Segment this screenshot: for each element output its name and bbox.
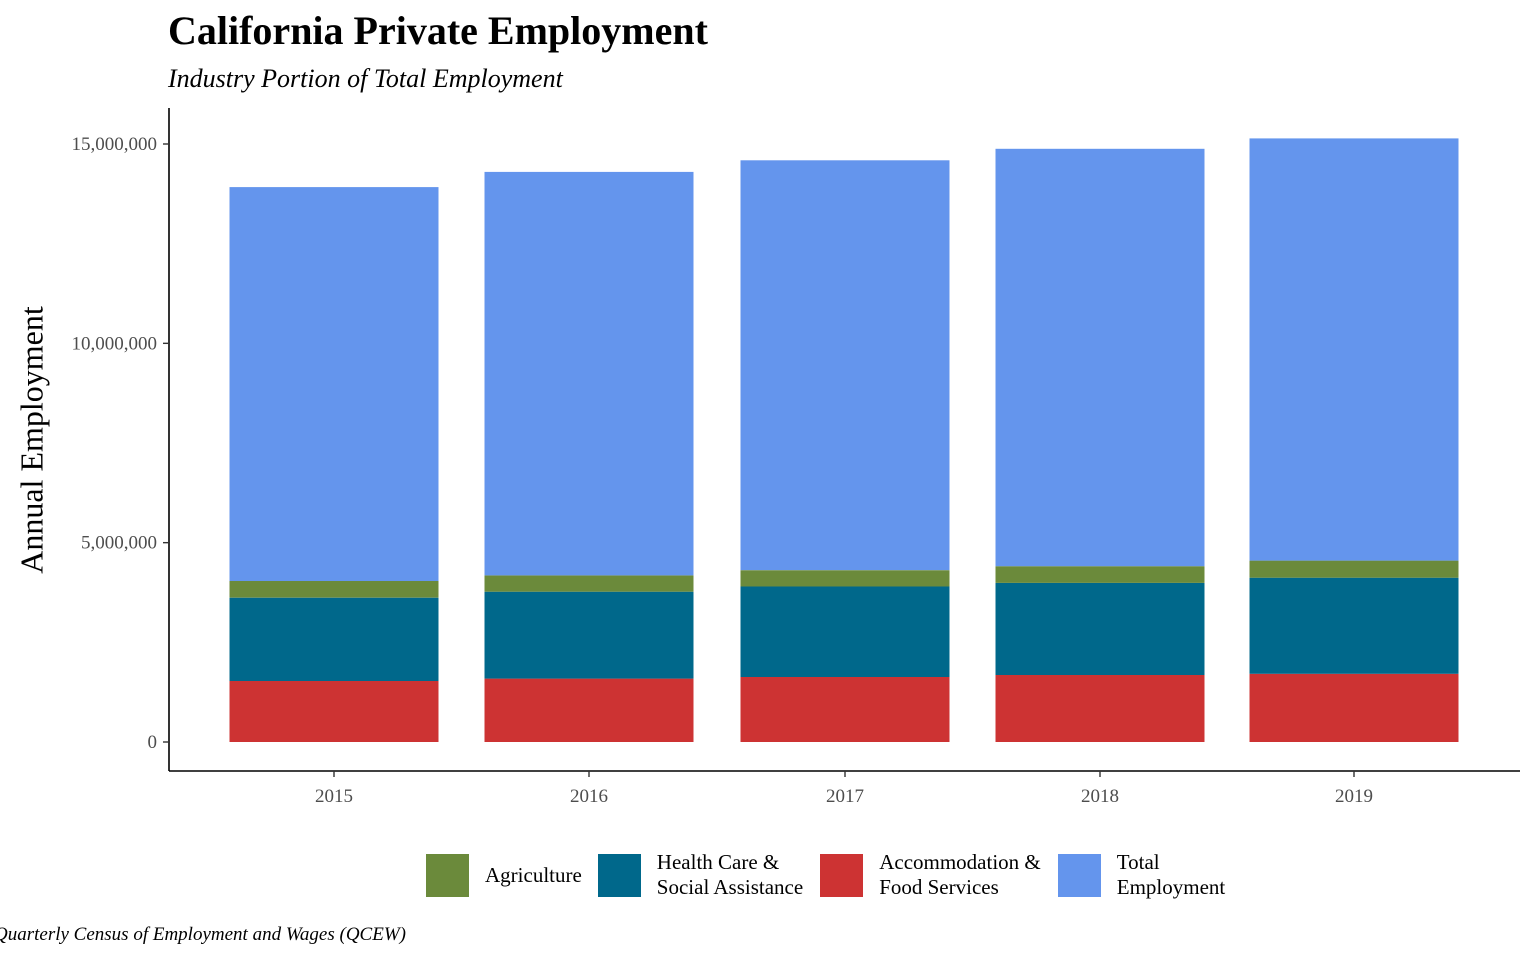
y-tick-label: 10,000,000 (72, 333, 158, 354)
bar-total-2019 (1249, 138, 1459, 561)
x-tick-label: 2019 (1335, 786, 1373, 807)
legend: Agriculture Health Care & Social Assistan… (426, 850, 1225, 900)
bar-accommodation-2017 (740, 677, 950, 742)
legend-item-accommodation: Accommodation & Food Services (820, 850, 1041, 900)
y-tick-label: 0 (148, 732, 158, 753)
bars-layer (229, 138, 1459, 742)
bar-total-2015 (229, 187, 439, 581)
legend-swatch-accommodation (820, 853, 864, 897)
bar-health-2016 (484, 591, 694, 679)
x-tick-label: 2016 (570, 786, 608, 807)
bar-accommodation-2015 (229, 681, 439, 742)
bar-agriculture-2018 (995, 566, 1205, 583)
bar-health-2015 (229, 597, 439, 681)
chart-title: California Private Employment (168, 8, 708, 53)
bar-total-2016 (484, 171, 694, 576)
legend-swatch-total (1057, 853, 1101, 897)
axes-layer: 0 5,000,000 10,000,000 15,000,000 2015 2016 20… (72, 108, 1520, 807)
bar-agriculture-2019 (1249, 560, 1459, 578)
legend-swatch-health (597, 853, 641, 897)
bar-agriculture-2015 (229, 580, 439, 598)
bar-accommodation-2016 (484, 678, 694, 742)
chart-caption: Quarterly Census of Employment and Wages… (0, 924, 406, 945)
legend-item-health: Health Care & Social Assistance (597, 850, 804, 900)
bar-health-2019 (1249, 577, 1459, 674)
bar-accommodation-2018 (995, 675, 1205, 742)
legend-label-health: Health Care & Social Assistance (656, 850, 804, 899)
x-tick-label: 2015 (315, 786, 353, 807)
bar-health-2018 (995, 582, 1205, 675)
chart-subtitle: Industry Portion of Total Employment (168, 64, 563, 93)
bar-accommodation-2019 (1249, 673, 1459, 742)
legend-item-total: Total Employment (1057, 850, 1226, 900)
legend-label-agriculture: Agriculture (485, 862, 582, 887)
bar-health-2017 (740, 586, 950, 677)
legend-label-accommodation: Accommodation & Food Services (879, 850, 1041, 899)
x-tick-label: 2018 (1081, 786, 1119, 807)
bar-total-2018 (995, 148, 1205, 567)
y-tick-label: 15,000,000 (72, 134, 158, 155)
bar-agriculture-2016 (484, 575, 694, 592)
bar-agriculture-2017 (740, 570, 950, 587)
legend-swatch-agriculture (426, 853, 469, 897)
legend-label-total: Total Employment (1116, 850, 1226, 899)
y-tick-label: 5,000,000 (81, 533, 157, 554)
x-tick-label: 2017 (826, 786, 864, 807)
legend-item-agriculture: Agriculture (426, 853, 582, 897)
bar-total-2017 (740, 160, 950, 571)
